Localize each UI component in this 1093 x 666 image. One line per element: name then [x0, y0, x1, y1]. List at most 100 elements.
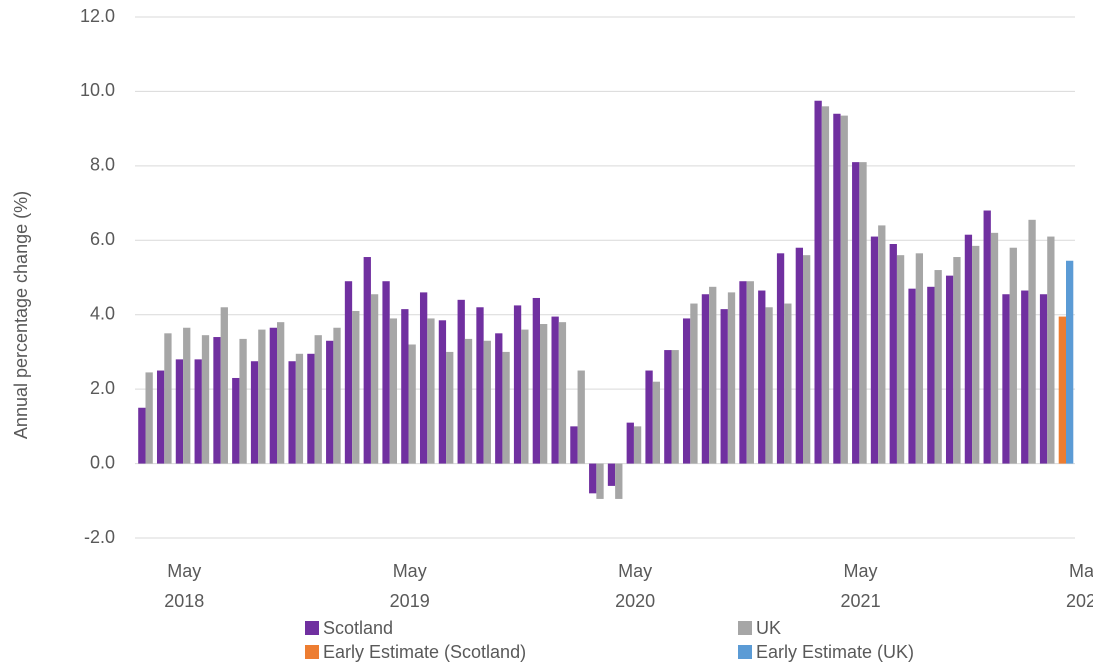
x-tick-label: May 2019: [389, 561, 430, 611]
bar: [570, 426, 578, 464]
bar: [213, 337, 221, 464]
bar: [220, 307, 228, 464]
bar: [859, 162, 867, 464]
bar: [803, 255, 811, 464]
bar: [438, 320, 447, 464]
bar: [408, 344, 416, 464]
bar: [596, 463, 604, 499]
bar: [776, 253, 785, 464]
bar: [784, 303, 792, 464]
bar: [633, 426, 642, 464]
bar: [269, 327, 277, 464]
bar: [277, 322, 285, 464]
y-tick-label: 12.0: [80, 6, 115, 26]
bar: [720, 309, 728, 464]
bar: [739, 281, 747, 464]
bar: [382, 281, 390, 464]
y-tick-label: 8.0: [90, 155, 115, 175]
bar: [990, 232, 999, 464]
bar: [964, 234, 973, 464]
bar: [915, 253, 924, 464]
bar: [1058, 316, 1066, 464]
bar: [927, 286, 935, 464]
bar: [326, 340, 334, 464]
bar: [577, 370, 585, 464]
bar: [476, 307, 484, 464]
legend-swatch: [305, 621, 319, 635]
bar: [521, 329, 529, 464]
bar: [370, 294, 379, 464]
y-tick-label: 2.0: [90, 378, 115, 398]
bar: [333, 327, 341, 464]
bar: [840, 115, 848, 464]
bar: [495, 333, 503, 464]
x-tick-label: May 2020: [615, 561, 656, 611]
bar: [1047, 236, 1055, 464]
bar: [945, 275, 954, 464]
legend-swatch: [738, 621, 752, 635]
bar: [833, 113, 841, 464]
x-tick-label: May 2018: [164, 561, 205, 611]
bar: [953, 257, 961, 464]
bar: [183, 327, 191, 464]
bar: [589, 463, 597, 494]
bar: [758, 290, 766, 464]
bar: [307, 353, 315, 464]
bar: [1009, 247, 1017, 464]
bar: [878, 225, 886, 464]
bar: [250, 361, 259, 464]
y-tick-label: 0.0: [90, 452, 115, 472]
legend-label: Early Estimate (UK): [756, 642, 914, 662]
x-tick-label: May 2021: [840, 561, 881, 611]
bar: [615, 463, 623, 499]
bar: [156, 370, 165, 464]
bar: [427, 318, 435, 464]
y-tick-label: 6.0: [90, 229, 115, 249]
legend-label: Early Estimate (Scotland): [323, 642, 526, 662]
bar: [652, 381, 661, 464]
bar: [232, 377, 240, 464]
bar: [682, 318, 691, 464]
bar: [746, 281, 754, 464]
bar: [727, 292, 736, 464]
bar: [258, 329, 266, 464]
bar: [934, 270, 942, 464]
bar: [1028, 219, 1036, 464]
bar: [821, 106, 830, 464]
bar: [1002, 294, 1010, 464]
y-axis-title: Annual percentage change (%): [11, 191, 31, 439]
bar: [814, 100, 822, 464]
bar: [446, 351, 454, 464]
bar: [419, 292, 428, 464]
bar: [314, 335, 322, 464]
bar: [1066, 260, 1074, 464]
bar: [795, 247, 803, 464]
bar: [607, 463, 616, 486]
bar: [532, 297, 540, 464]
bar: [690, 303, 698, 464]
bar: [164, 333, 172, 464]
bar: [765, 307, 773, 464]
bar: [295, 353, 304, 464]
legend-swatch: [738, 645, 752, 659]
bar: [201, 335, 210, 464]
bar: [138, 407, 146, 464]
bar: [1021, 290, 1029, 464]
bar: [389, 318, 398, 464]
bar: [896, 255, 905, 464]
bar: [175, 359, 184, 464]
bar: [645, 370, 653, 464]
bar: [701, 294, 710, 464]
bar: [464, 338, 473, 464]
bar: [502, 351, 510, 464]
bar: [239, 338, 247, 464]
legend-swatch: [305, 645, 319, 659]
bar: [972, 245, 980, 464]
bar: [401, 309, 409, 464]
bar: [626, 422, 634, 464]
bar: [908, 288, 916, 464]
bar: [852, 162, 860, 464]
bar: [513, 305, 522, 464]
